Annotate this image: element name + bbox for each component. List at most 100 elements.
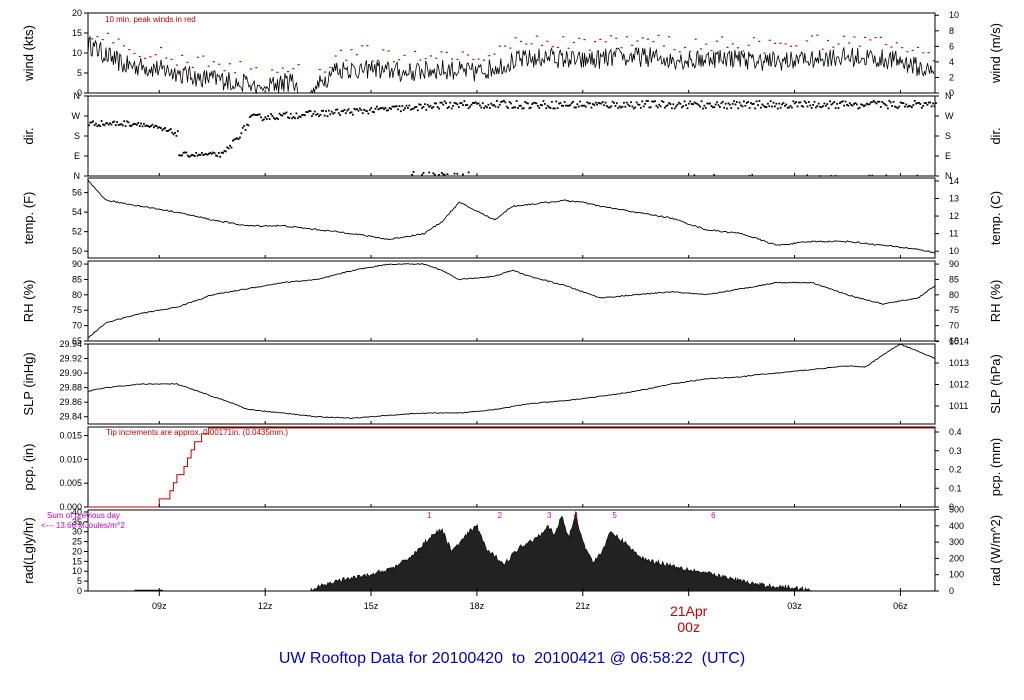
dir-point xyxy=(792,100,795,103)
dir-point xyxy=(831,102,834,105)
wind-peak-mark xyxy=(138,55,141,58)
wind-peak-mark xyxy=(149,56,152,58)
dir-point xyxy=(480,106,483,109)
wind-peak-mark xyxy=(408,63,411,65)
wind-peak-mark xyxy=(599,38,602,40)
dir-point xyxy=(927,101,930,104)
dir-point xyxy=(507,107,510,109)
dir-point xyxy=(847,104,850,107)
dir-point xyxy=(363,108,366,111)
dir-point xyxy=(391,105,394,108)
dir-point xyxy=(754,107,757,110)
dir-point xyxy=(385,109,388,112)
dir-point xyxy=(755,100,758,103)
dir-point xyxy=(822,105,824,108)
wind-peak-mark xyxy=(874,36,877,39)
wind-peak-mark xyxy=(181,54,184,56)
wind-peak-mark xyxy=(752,37,755,39)
wind-peak-mark xyxy=(647,38,650,40)
dir-point xyxy=(769,100,772,103)
temp-ytick-label-right: 10 xyxy=(949,246,959,256)
dir-point xyxy=(486,106,488,109)
x-date-label: 21Apr xyxy=(670,603,708,619)
rad-hour-mark: 1 xyxy=(427,511,432,520)
dir-point xyxy=(459,102,462,105)
dir-point xyxy=(202,154,205,156)
dir-point xyxy=(545,107,548,110)
dir-point xyxy=(793,102,796,105)
wind-peak-mark xyxy=(514,37,517,39)
dir-ytick-label-left: S xyxy=(74,131,80,141)
pcp-frame xyxy=(87,426,936,508)
wind-peak-mark xyxy=(763,52,766,54)
dir-point xyxy=(868,103,871,106)
dir-point xyxy=(851,104,854,107)
dir-point xyxy=(637,103,639,106)
dir-point xyxy=(388,107,391,109)
dir-point xyxy=(466,104,469,106)
dir-ytick-label-right: E xyxy=(945,151,951,161)
dir-point xyxy=(706,102,709,105)
dir-point xyxy=(473,102,476,104)
dir-point xyxy=(319,113,322,116)
dir-point xyxy=(150,125,152,127)
dir-point xyxy=(658,103,661,106)
dir-point xyxy=(632,107,635,110)
dir-point xyxy=(860,103,862,106)
wind-peak-mark xyxy=(509,47,512,49)
dir-point xyxy=(203,153,206,156)
dir-point xyxy=(425,108,428,111)
wind-peak-mark xyxy=(451,58,454,60)
wind-frame xyxy=(87,12,936,94)
rad-ytick-label-left: 35 xyxy=(72,517,82,527)
wind-peak-mark xyxy=(218,63,221,65)
dir-point xyxy=(306,111,309,114)
dir-point xyxy=(728,103,731,106)
dir-point xyxy=(236,137,239,140)
dir-point xyxy=(717,104,720,107)
dir-point xyxy=(93,124,96,127)
wind-peak-mark xyxy=(117,38,120,40)
dir-point xyxy=(903,105,906,108)
dir-point xyxy=(335,108,337,111)
dir-point xyxy=(227,147,230,150)
dir-point xyxy=(888,99,891,102)
wind-peak-mark xyxy=(758,40,761,42)
wind-peak-mark xyxy=(731,43,734,45)
wind-peak-mark xyxy=(525,43,528,45)
dir-point xyxy=(284,112,287,115)
dir-point xyxy=(848,102,851,104)
dir-point xyxy=(428,105,431,108)
wind-peak-mark xyxy=(186,61,189,63)
dir-point xyxy=(479,104,481,107)
dir-point xyxy=(898,105,901,108)
dir-point xyxy=(212,151,215,154)
rad-ytick-label-left: 30 xyxy=(72,527,82,537)
wind-ytick-label-right: 10 xyxy=(949,10,959,20)
dir-point xyxy=(789,104,792,107)
dir-point xyxy=(879,106,882,108)
wind-peak-mark xyxy=(223,70,226,72)
dir-point xyxy=(141,125,144,128)
wind-ylabel-right: wind (m/s) xyxy=(988,23,1003,84)
dir-point xyxy=(511,107,514,109)
dir-point xyxy=(824,104,827,107)
dir-point xyxy=(878,100,881,103)
dir-point xyxy=(429,104,432,107)
dir-point xyxy=(318,115,320,118)
dir-point xyxy=(367,112,370,115)
dir-point xyxy=(922,105,925,107)
dir-point xyxy=(282,112,285,115)
dir-point xyxy=(740,104,742,107)
dir-point xyxy=(143,122,145,125)
dir-point xyxy=(905,103,908,106)
dir-point xyxy=(415,105,418,108)
dir-point xyxy=(436,106,439,108)
dir-point xyxy=(772,101,775,104)
dir-point xyxy=(741,105,744,108)
wind-peak-mark xyxy=(519,40,522,43)
dir-point xyxy=(795,101,798,103)
wind-peak-mark xyxy=(128,48,131,51)
dir-point xyxy=(555,100,558,103)
